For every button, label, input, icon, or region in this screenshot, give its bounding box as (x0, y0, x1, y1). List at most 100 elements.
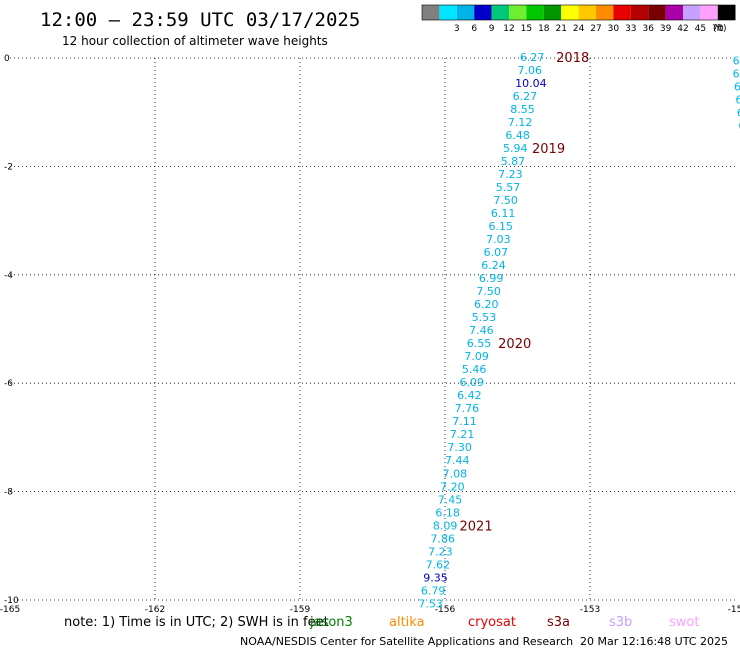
wave-height-value: 6.24 (481, 259, 506, 272)
satellite-legend: jason3 altika cryosat s3a s3b swot (309, 615, 699, 630)
wave-height-value: 7.23 (498, 168, 522, 181)
wave-height-value: 8.55 (510, 103, 535, 116)
legend-swatch (543, 5, 562, 20)
legend-label: 12 (503, 24, 514, 34)
legend-swatch (439, 5, 457, 20)
legend-unit: (ft) (713, 24, 727, 34)
legend-swatch (700, 5, 718, 20)
wave-height-value: 7.46 (469, 324, 494, 337)
wave-height-value: 6.64 (734, 80, 740, 93)
wave-height-value: 6.27 (520, 51, 545, 64)
footer-credit: NOAA/NESDIS Center for Satellite Applica… (240, 635, 573, 648)
legend-label: 30 (608, 24, 620, 34)
legend-swatch (491, 5, 509, 20)
x-tick-label: -15 (728, 605, 740, 615)
wave-height-value: 7.76 (455, 402, 480, 415)
wave-height-value: 6.3 (735, 93, 740, 106)
wave-height-value: 7.23 (428, 545, 453, 558)
wave-height-value: 7.62 (426, 558, 451, 571)
wave-height-value: 6.15 (489, 220, 514, 233)
wave-height-value: 6.09 (460, 376, 485, 389)
wave-height-value: 6.11 (491, 207, 515, 220)
legend-swatch (526, 5, 544, 20)
wave-height-value: 6.42 (733, 54, 740, 67)
wave-height-value: 7.44 (445, 454, 470, 467)
wave-height-value: 7.11 (452, 415, 477, 428)
legend-label: 42 (677, 24, 688, 34)
legend-swatch (717, 5, 736, 20)
wave-height-value: 7.30 (447, 441, 472, 454)
legend-swatch (665, 5, 683, 20)
wave-height-value: 6.48 (505, 129, 529, 142)
chart-subtitle: 12 hour collection of altimeter wave hei… (62, 34, 328, 48)
y-tick-label: -4 (4, 271, 13, 281)
x-tick-label: -156 (435, 605, 456, 615)
wave-height-value: 5.94 (503, 142, 528, 155)
color-legend: 3 6 9 12 15 18 21 24 27 30 33 36 39 42 45 70 (421, 4, 736, 34)
x-tick-label: -159 (290, 605, 311, 615)
legend-label: 24 (573, 24, 585, 34)
legend-label: 70 (712, 24, 724, 34)
wave-height-value: 6.27 (513, 90, 538, 103)
wave-height-value: 7.03 (486, 233, 511, 246)
legend-swatch (630, 5, 649, 20)
legend-swatch (509, 5, 527, 20)
wave-height-value: 6.3 (738, 119, 740, 132)
legend-label: 33 (625, 24, 636, 34)
legend-swatch (422, 5, 440, 20)
footer-note: note: 1) Time is in UTC; 2) SWH is in fe… (64, 615, 329, 630)
wave-height-value: 7.09 (464, 350, 489, 363)
legend-swatch (596, 5, 614, 20)
y-tick-label: -6 (4, 379, 13, 389)
wave-height-value: 7.45 (438, 493, 463, 506)
legend-swatch (578, 5, 596, 20)
wave-height-value: 10.04 (515, 77, 547, 90)
satellite-name: altika (389, 615, 425, 630)
legend-label: 3 (454, 24, 460, 34)
footer-timestamp: 20 Mar 12:16:48 UTC 2025 (580, 635, 728, 648)
wave-height-value: 6.07 (484, 246, 509, 259)
wave-height-value: 6.18 (435, 506, 460, 519)
wave-height-value: 6.20 (474, 298, 499, 311)
y-tick-label: 0 (4, 54, 10, 64)
y-tick-label: -10 (4, 596, 19, 606)
wave-height-value: 6.55 (467, 337, 492, 350)
satellite-name: jason3 (309, 615, 353, 630)
legend-swatch (648, 5, 666, 20)
legend-swatch (474, 5, 492, 20)
wave-height-value: 7.21 (450, 428, 475, 441)
year-label: 2018 (556, 51, 589, 66)
y-tick-label: -2 (4, 162, 13, 172)
wave-height-value: 6.0 (737, 106, 740, 119)
wave-height-value: 5.57 (496, 181, 521, 194)
satellite-name: s3b (609, 615, 632, 630)
legend-label: 39 (660, 24, 672, 34)
plot-grid (10, 57, 735, 601)
plot-axes: -165 -162 -159 -156 -153 -15 0 -2 -4 -6 -8 -10 (0, 54, 740, 615)
legend-label: 9 (489, 24, 495, 34)
satellite-name: s3a (547, 615, 570, 630)
legend-frame (421, 4, 736, 21)
wave-height-value: 7.08 (443, 467, 468, 480)
legend-label: 6 (471, 24, 477, 34)
legend-label: 36 (642, 24, 654, 34)
x-tick-label: -153 (580, 605, 600, 615)
wave-height-value: 5.87 (501, 155, 526, 168)
wave-height-value: 7.86 (431, 532, 456, 545)
legend-label: 18 (538, 24, 550, 34)
legend-label: 45 (695, 24, 706, 34)
legend-swatch (683, 5, 701, 20)
legend-label: 27 (590, 24, 601, 34)
year-label: 2019 (532, 142, 565, 157)
wave-height-value: 8.09 (433, 519, 458, 532)
wave-height-value: 7.50 (493, 194, 518, 207)
wave-height-value: 6.25 (733, 67, 740, 80)
wave-height-value: 6.79 (421, 584, 446, 597)
year-label: 2020 (498, 337, 531, 352)
wave-height-value: 7.50 (476, 285, 501, 298)
legend-label: 15 (521, 24, 532, 34)
wave-height-value: 7.53 (418, 597, 443, 610)
year-labels: 2018 2019 2020 2021 (460, 51, 590, 534)
wave-height-value: 7.20 (440, 480, 465, 493)
